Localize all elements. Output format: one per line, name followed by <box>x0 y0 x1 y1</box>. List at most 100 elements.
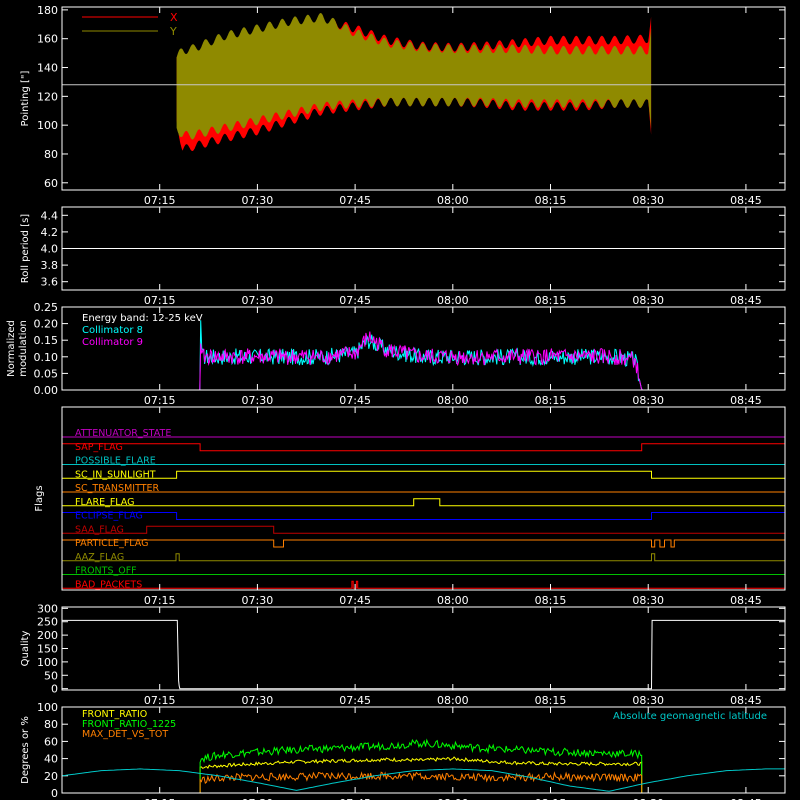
ratios-time-tick-label: 07:45 <box>339 797 371 800</box>
ratios-time-tick-label: 08:45 <box>730 797 762 800</box>
ratios-time-tick-label: 08:15 <box>535 797 567 800</box>
roll-time-tick-label: 08:30 <box>632 294 664 307</box>
ratios-panel: 0 20 40 60 80 100 FRONT_RATIOFRONT_RATIO_1225M… <box>20 701 786 800</box>
flags-time-tick-label: 08:45 <box>730 594 762 607</box>
pointing-y-tick-label: 180 <box>37 4 58 17</box>
modulation-legend-collimator-8: Collimator 8 <box>82 325 143 336</box>
flag-label-sc-in-sunlight: SC_IN_SUNLIGHT <box>75 469 156 480</box>
roll-time-tick-label: 08:45 <box>730 294 762 307</box>
flags-ylabel: Flags <box>34 485 45 511</box>
pointing-y-tick-label: 140 <box>37 62 58 75</box>
quality-time-tick-label: 07:45 <box>339 694 371 707</box>
legend-label-x: X <box>170 11 178 24</box>
ratios-series-max-det-vs-tot <box>199 771 643 793</box>
ratios-legend-max-det-vs-tot: MAX_DET_VS_TOT <box>82 729 168 740</box>
flag-label-possible-flare: POSSIBLE_FLARE <box>75 456 156 467</box>
flag-label-fronts-off: FRONTS_OFF <box>75 566 137 577</box>
flag-label-eclipse-flag: ECLIPSE_FLAG <box>75 511 143 522</box>
pointing-y-tick-label: 80 <box>44 148 58 161</box>
flag-label-aaz-flag: AAZ_FLAG <box>75 552 124 563</box>
flag-label-sc-transmitter: SC_TRANSMITTER <box>75 483 160 494</box>
roll-time-tick-label: 08:15 <box>535 294 567 307</box>
flag-label-sap-flag: SAP_FLAG <box>75 442 123 453</box>
ratios-time-tick-label: 07:15 <box>144 797 176 800</box>
modulation-ylabel-line2: modulation <box>18 320 29 377</box>
modulation-y-tick-label: 0.25 <box>34 301 59 314</box>
quality-y-tick-label: 50 <box>44 669 58 682</box>
roll-y-tick-label: 4.2 <box>41 226 59 239</box>
modulation-y-tick-label: 0.05 <box>34 367 59 380</box>
flag-label-particle-flag: PARTICLE_FLAG <box>75 538 148 549</box>
modulation-legend-collimator-9: Collimator 9 <box>82 337 143 348</box>
flag-line-sap-flag <box>62 443 785 452</box>
quality-time-tick-label: 07:15 <box>144 694 176 707</box>
pointing-time-tick-label: 08:45 <box>730 194 762 207</box>
quality-y-tick-label: 100 <box>37 656 58 669</box>
quality-y-tick-label: 250 <box>37 616 58 629</box>
modulation-time-tick-label: 07:30 <box>242 394 274 407</box>
pointing-y-tick-label: 160 <box>37 33 58 46</box>
quality-y-tick-label: 300 <box>37 602 58 615</box>
pointing-y-tick-label: 60 <box>44 177 58 190</box>
modulation-y-tick-label: 0.10 <box>34 351 59 364</box>
quality-time-tick-label: 08:30 <box>632 694 664 707</box>
roll-panel: 3.6 3.8 4.0 4.2 4.4 Roll period [s] 07:15 07:30… <box>20 206 786 307</box>
pointing-time-tick-label: 07:30 <box>242 194 274 207</box>
pointing-panel: 60 80 100 120 140 160 180 XY Pointing ["] 07:15 07… <box>20 4 786 207</box>
quality-time-tick-label: 07:30 <box>242 694 274 707</box>
flag-label-attenuator-state: ATTENUATOR_STATE <box>75 428 171 439</box>
flag-label-flare-flag: FLARE_FLAG <box>75 497 135 508</box>
ratios-frame <box>61 706 786 794</box>
pointing-y-tick-label: 100 <box>37 119 58 132</box>
quality-y-tick-label: 150 <box>37 643 58 656</box>
roll-y-tick-label: 4.4 <box>41 209 59 222</box>
modulation-y-tick-label: 0.20 <box>34 318 59 331</box>
modulation-time-tick-label: 08:00 <box>437 394 469 407</box>
flag-line-particle-flag <box>62 539 785 548</box>
roll-y-tick-label: 3.8 <box>41 259 59 272</box>
ratios-y-tick-label: 40 <box>44 753 58 766</box>
flag-line-eclipse-flag <box>62 512 785 520</box>
modulation-time-tick-label: 07:15 <box>144 394 176 407</box>
flag-line-sc-in-sunlight <box>62 470 785 479</box>
modulation-panel: 0.00 0.05 0.10 0.15 0.20 0.25 Energy band: 12-… <box>6 301 786 407</box>
flag-line-saa-flag <box>62 525 785 534</box>
flag-label-bad-packets: BAD_PACKETS <box>75 579 142 590</box>
ratios-y-tick-label: 60 <box>44 735 58 748</box>
ratios-ylabel: Degrees or % <box>20 716 31 784</box>
pointing-time-tick-label: 08:30 <box>632 194 664 207</box>
modulation-y-tick-label: 0.00 <box>34 384 59 397</box>
flag-line-aaz-flag <box>62 553 785 562</box>
flag-line-flare-flag <box>62 498 785 507</box>
flags-frame <box>61 406 786 591</box>
flag-label-saa-flag: SAA_FLAG <box>75 524 124 535</box>
pointing-series-y <box>176 13 652 140</box>
roll-time-tick-label: 07:30 <box>242 294 274 307</box>
modulation-time-tick-label: 08:15 <box>535 394 567 407</box>
roll-time-tick-label: 07:45 <box>339 294 371 307</box>
quality-time-tick-label: 08:15 <box>535 694 567 707</box>
pointing-time-tick-label: 08:00 <box>437 194 469 207</box>
modulation-energy-band: Energy band: 12-25 keV <box>82 313 203 324</box>
ratios-annotation-geomagnetic-latitude: Absolute geomagnetic latitude <box>613 711 767 722</box>
quality-time-tick-label: 08:45 <box>730 694 762 707</box>
quality-y-tick-label: 0 <box>51 683 58 696</box>
quality-ylabel: Quality <box>20 631 31 667</box>
ratios-y-tick-label: 20 <box>44 770 58 783</box>
ratios-series-front-ratio <box>199 756 643 793</box>
roll-y-tick-label: 3.6 <box>41 276 59 289</box>
flags-time-tick-label: 07:45 <box>339 594 371 607</box>
flags-time-tick-label: 08:00 <box>437 594 469 607</box>
pointing-time-tick-label: 07:45 <box>339 194 371 207</box>
modulation-time-tick-label: 07:45 <box>339 394 371 407</box>
quality-frame <box>61 606 786 691</box>
roll-frame <box>61 206 786 291</box>
modulation-time-tick-label: 08:30 <box>632 394 664 407</box>
flags-panel: ATTENUATOR_STATE SAP_FLAG POSSIBLE_FLARE SC… <box>34 406 786 607</box>
roll-ylabel: Roll period [s] <box>20 214 31 283</box>
pointing-ylabel: Pointing ["] <box>20 70 31 126</box>
ratios-y-tick-label: 0 <box>51 787 58 800</box>
ratios-legend-front-ratio: FRONT_RATIO <box>82 709 147 720</box>
